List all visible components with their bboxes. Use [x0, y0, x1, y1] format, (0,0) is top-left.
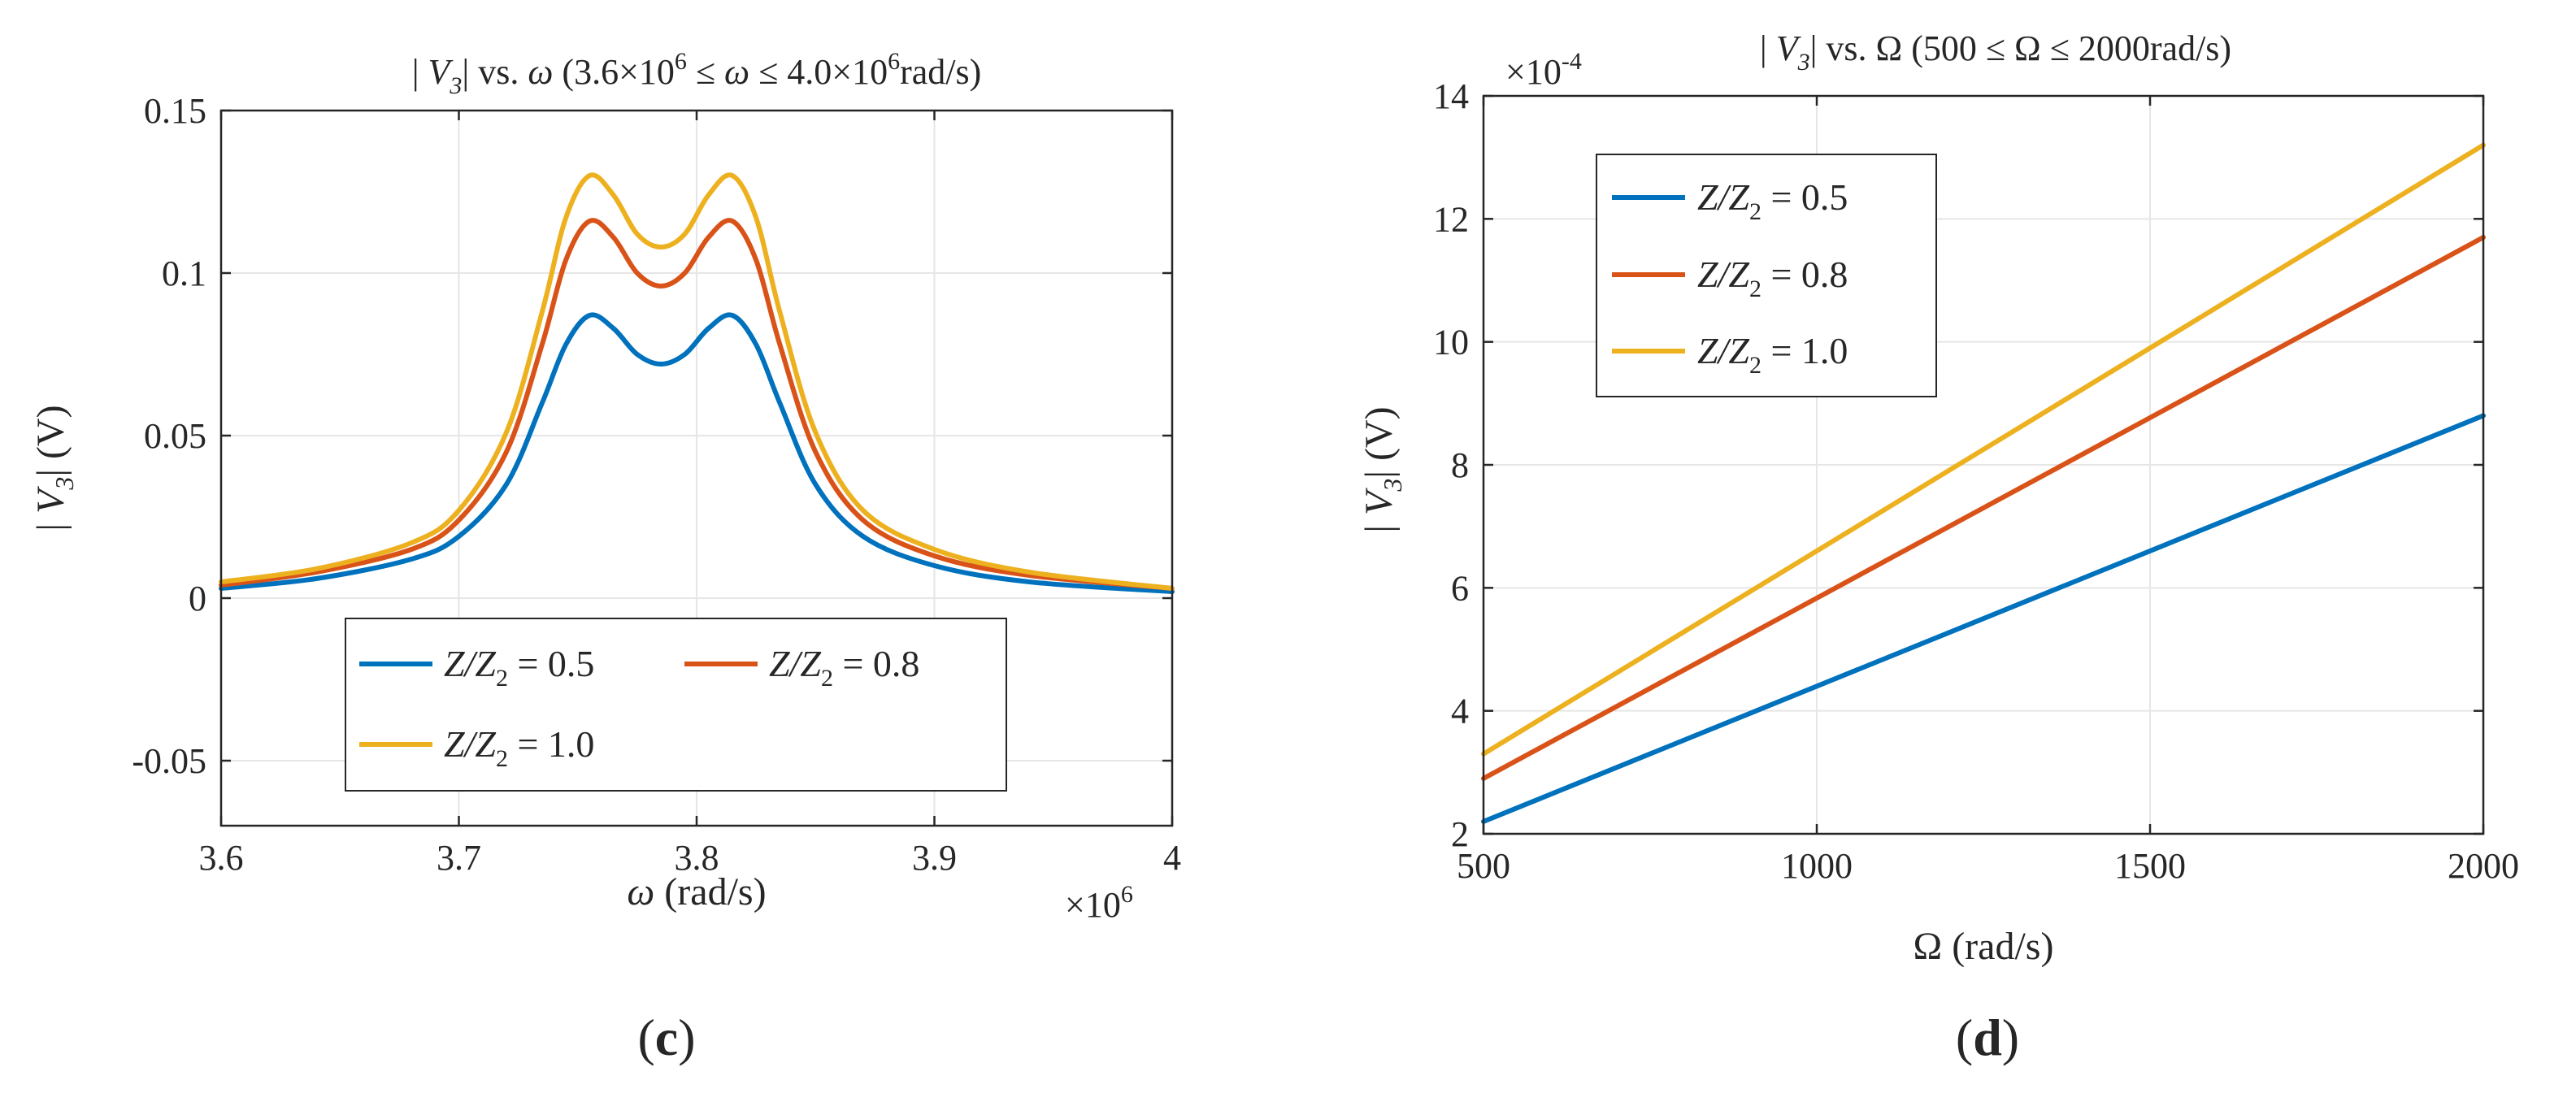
- panel-c-legend-box: [345, 618, 1007, 792]
- x-tick-label: 3.8: [675, 838, 719, 878]
- panel-d-x-tick-labels: 500 1000 1500 2000: [1457, 846, 2519, 886]
- panel-c-x-label: ω (rad/s): [627, 870, 766, 913]
- panel-c-chart: 3.6 3.7 3.8 3.9 4 -0.05 0 0.05 0.1 0.15 | V3| vs…: [29, 48, 1181, 1066]
- x-tick-label: 2000: [2448, 846, 2519, 886]
- y-tick-label: 0.1: [162, 254, 206, 293]
- x-tick-label: 3.6: [199, 838, 244, 878]
- y-tick-label: 0: [189, 579, 206, 618]
- panel-d-title: | V3| vs. Ω (500 ≤ Ω ≤ 2000rad/s): [1760, 28, 2231, 76]
- y-tick-label: 6: [1451, 568, 1469, 608]
- series-line-Z-Z2-0.5: [1481, 413, 2486, 824]
- panel-d-chart: 500 1000 1500 2000 2 4 6 8 10 12 14 ×10-4 | V3| v…: [1358, 28, 2519, 1066]
- panel-d-tick-marks: [1482, 94, 2485, 835]
- legend-label-d-0.8: Z/Z2 = 0.8: [1697, 254, 1848, 302]
- panel-c-y-label: | V3| (V): [29, 405, 79, 531]
- legend-label-d-0.5: Z/Z2 = 0.5: [1697, 176, 1848, 225]
- y-tick-label: -0.05: [132, 741, 206, 781]
- y-tick-label: 4: [1451, 692, 1469, 731]
- x-tick-label: 3.7: [437, 838, 481, 878]
- panel-c-title: | V3| vs. ω (3.6×106 ≤ ω ≤ 4.0×106rad/s): [412, 48, 982, 99]
- legend-label-c-1.0: Z/Z2 = 1.0: [444, 723, 594, 772]
- panel-c-series: [219, 172, 1175, 594]
- y-tick-label: 0.05: [144, 416, 206, 456]
- y-tick-label: 12: [1433, 199, 1469, 239]
- series-line-Z-Z2-0.8: [219, 218, 1175, 591]
- panel-c-x-tick-labels: 3.6 3.7 3.8 3.9 4: [199, 838, 1182, 878]
- y-tick-label: 14: [1433, 76, 1469, 116]
- series-line-Z-Z2-1.0: [219, 172, 1175, 591]
- series-line-Z-Z2-1.0: [1481, 142, 2486, 757]
- y-tick-label: 2: [1451, 814, 1469, 854]
- y-tick-label: 0.15: [144, 91, 206, 131]
- panel-d-y-tick-labels: 2 4 6 8 10 12 14: [1433, 76, 1469, 854]
- panel-d-caption: (d): [1956, 1009, 2019, 1066]
- legend-label-c-0.5: Z/Z2 = 0.5: [444, 643, 594, 692]
- panel-d-legend: Z/Z2 = 0.5 Z/Z2 = 0.8 Z/Z2 = 1.0: [1596, 154, 1937, 397]
- x-tick-label: 1500: [2114, 846, 2186, 886]
- y-tick-label: 10: [1433, 323, 1469, 362]
- panel-d-x-label: Ω (rad/s): [1914, 925, 2054, 968]
- panel-c-legend: Z/Z2 = 0.5 Z/Z2 = 0.8 Z/Z2 = 1.0: [345, 618, 1007, 792]
- x-tick-label: 1000: [1781, 846, 1853, 886]
- panel-d-y-label: | V3| (V): [1358, 406, 1407, 532]
- panel-c-tick-marks: [219, 109, 1174, 826]
- panel-c-y-tick-labels: -0.05 0 0.05 0.1 0.15: [132, 91, 206, 781]
- panel-c-caption: (c): [637, 1009, 695, 1066]
- x-tick-label: 4: [1163, 838, 1181, 878]
- legend-label-c-0.8: Z/Z2 = 0.8: [769, 643, 919, 692]
- y-tick-label: 8: [1451, 445, 1469, 485]
- x-tick-label: 3.9: [912, 838, 957, 878]
- legend-label-d-1.0: Z/Z2 = 1.0: [1697, 330, 1848, 379]
- series-line-Z-Z2-0.5: [219, 312, 1175, 594]
- x-tick-label: 500: [1457, 846, 1510, 886]
- panel-d-series: [1481, 142, 2486, 824]
- panel-c-x-exponent: ×106: [1065, 881, 1133, 925]
- panel-d-y-exponent: ×10-4: [1505, 48, 1582, 92]
- series-line-Z-Z2-0.8: [1481, 235, 2486, 781]
